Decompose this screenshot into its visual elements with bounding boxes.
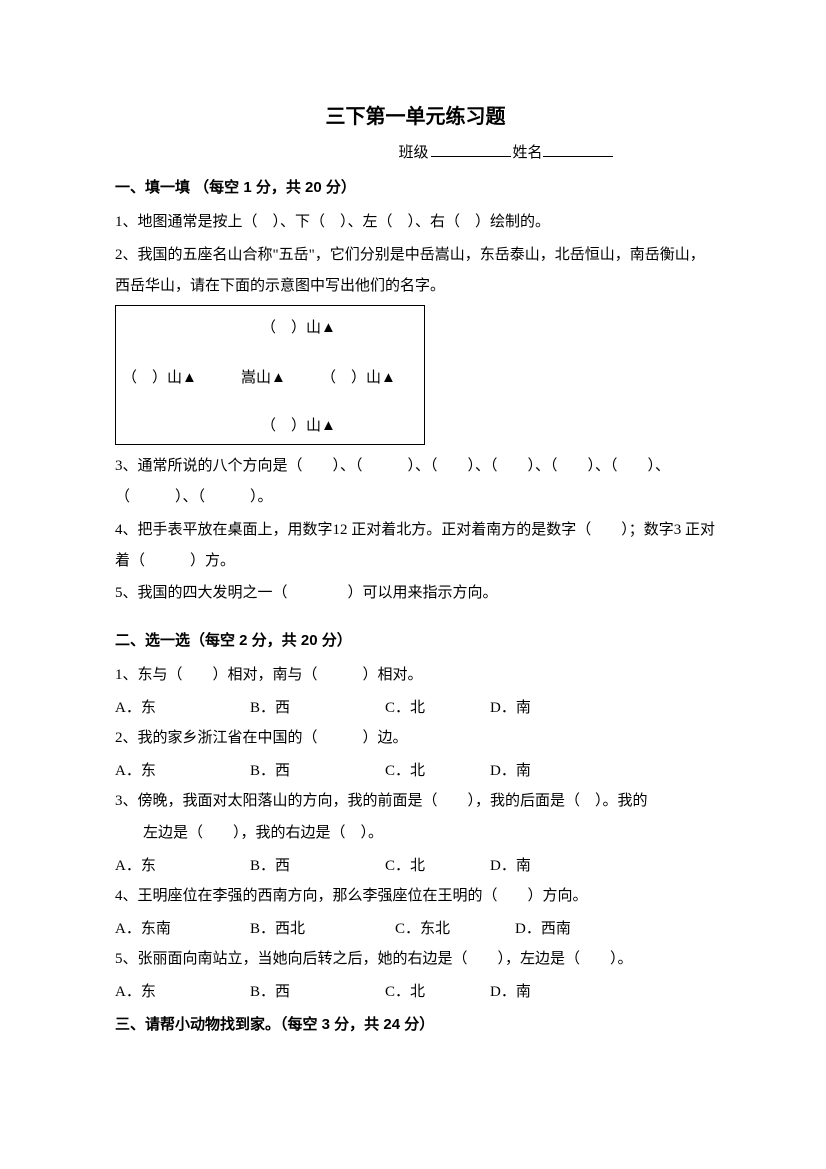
s2-q1-opt-b: B．西 <box>250 693 385 723</box>
s2-q3-opt-c: C．北 <box>385 851 490 881</box>
s1-q2: 2、我国的五座名山合称"五岳"，它们分别是中岳嵩山，东岳泰山，北岳恒山，南岳衡山… <box>115 240 716 302</box>
s2-q1: 1、东与（ ）相对，南与（ ）相对。 <box>115 660 716 691</box>
s2-q2-opt-b: B．西 <box>250 756 385 786</box>
s2-q2-opt-d: D．南 <box>490 756 590 786</box>
s2-q4-opt-d: D．西南 <box>515 914 615 944</box>
s2-q4-options: A．东南 B．西北 C．东北 D．西南 <box>115 914 716 944</box>
name-label: 姓名 <box>513 145 543 161</box>
section2-header: 二、选一选（每空 2 分，共 20 分） <box>115 629 716 650</box>
s2-q4-opt-b: B．西北 <box>250 914 395 944</box>
diagram-right: （ ）山▲ <box>321 366 396 387</box>
s2-q2-opt-a: A．东 <box>115 756 250 786</box>
s2-q3-line2: 左边是（ ），我的右边是（ ）。 <box>115 818 716 849</box>
diagram-center: 嵩山▲ <box>241 366 286 387</box>
s2-q4-opt-c: C．东北 <box>395 914 515 944</box>
s2-q3-line1: 3、傍晚，我面对太阳落山的方向，我的前面是（ ），我的后面是（ ）。我的 <box>115 786 716 817</box>
page-title: 三下第一单元练习题 <box>115 100 716 129</box>
s2-q3-opt-d: D．南 <box>490 851 590 881</box>
s2-q1-opt-d: D．南 <box>490 693 590 723</box>
s2-q3-opt-b: B．西 <box>250 851 385 881</box>
s2-q2: 2、我的家乡浙江省在中国的（ ）边。 <box>115 723 716 754</box>
s2-q5-opt-d: D．南 <box>490 977 590 1007</box>
s2-q5-opt-a: A．东 <box>115 977 250 1007</box>
class-blank <box>431 142 511 157</box>
s2-q2-opt-c: C．北 <box>385 756 490 786</box>
mountains-diagram: （ ）山▲ （ ）山▲ 嵩山▲ （ ）山▲ （ ）山▲ <box>115 305 425 445</box>
section1-header: 一、填一填 （每空 1 分，共 20 分） <box>115 176 716 197</box>
s2-q3-options: A．东 B．西 C．北 D．南 <box>115 851 716 881</box>
s1-q1: 1、地图通常是按上（ ）、下（ ）、左（ ）、右（ ）绘制的。 <box>115 207 716 238</box>
s1-q5: 5、我国的四大发明之一（ ）可以用来指示方向。 <box>115 578 716 609</box>
s1-q4: 4、把手表平放在桌面上，用数字12 正对着北方。正对着南方的是数字（ ）；数字3… <box>115 515 716 577</box>
s1-q3: 3、通常所说的八个方向是（ ）、（ ）、（ ）、（ ）、（ ）、（ ）、（ ）、… <box>115 451 716 513</box>
diagram-left: （ ）山▲ <box>122 366 197 387</box>
class-label: 班级 <box>398 145 428 161</box>
name-blank <box>543 142 613 157</box>
s2-q1-opt-a: A．东 <box>115 693 250 723</box>
s2-q3-opt-a: A．东 <box>115 851 250 881</box>
s2-q2-options: A．东 B．西 C．北 D．南 <box>115 756 716 786</box>
student-info-line: 班级 姓名 <box>115 141 716 162</box>
s2-q4-opt-a: A．东南 <box>115 914 250 944</box>
s2-q5-opt-c: C．北 <box>385 977 490 1007</box>
diagram-bottom: （ ）山▲ <box>261 414 336 435</box>
s2-q4: 4、王明座位在李强的西南方向，那么李强座位在王明的（ ）方向。 <box>115 881 716 912</box>
s2-q1-opt-c: C．北 <box>385 693 490 723</box>
s2-q5: 5、张丽面向南站立，当她向后转之后，她的右边是（ ），左边是（ ）。 <box>115 944 716 975</box>
diagram-top: （ ）山▲ <box>261 316 336 337</box>
s2-q5-options: A．东 B．西 C．北 D．南 <box>115 977 716 1007</box>
s2-q1-options: A．东 B．西 C．北 D．南 <box>115 693 716 723</box>
section3-header: 三、请帮小动物找到家。（每空 3 分，共 24 分） <box>115 1013 716 1034</box>
s2-q5-opt-b: B．西 <box>250 977 385 1007</box>
